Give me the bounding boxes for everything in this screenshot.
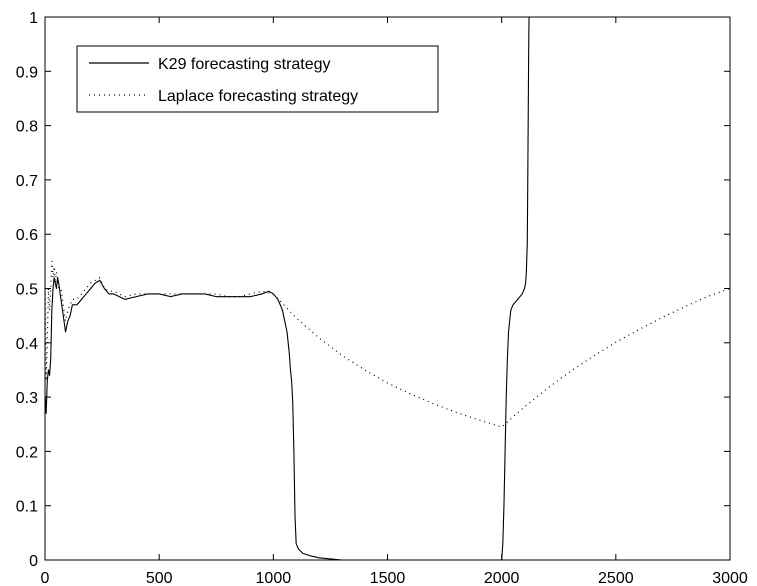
y-tick-label: 0.7 bbox=[16, 173, 38, 190]
x-tick-label: 500 bbox=[146, 570, 173, 586]
y-tick-label: 0.1 bbox=[16, 499, 38, 516]
legend-label-laplace: Laplace forecasting strategy bbox=[158, 88, 358, 105]
x-tick-label: 3000 bbox=[712, 570, 748, 586]
legend-label-k29: K29 forecasting strategy bbox=[158, 56, 331, 73]
y-tick-label: 0.4 bbox=[16, 336, 38, 353]
y-tick-label: 0.6 bbox=[16, 227, 38, 244]
x-tick-label: 1000 bbox=[256, 570, 292, 586]
y-tick-label: 1 bbox=[29, 10, 38, 27]
axis-ticks: 0 500 1000 1500 2000 2500 3000 0 0.1 0.2 0.3 0.4 0.5… bbox=[16, 10, 748, 586]
y-tick-label: 0.3 bbox=[16, 390, 38, 407]
series-layer bbox=[44, 16, 731, 561]
x-tick-label: 0 bbox=[41, 570, 50, 586]
y-tick-label: 0.8 bbox=[16, 119, 38, 136]
y-tick-label: 0 bbox=[29, 553, 38, 570]
legend-box bbox=[76, 45, 439, 113]
y-tick-label: 0.9 bbox=[16, 64, 38, 81]
x-tick-label: 1500 bbox=[370, 570, 406, 586]
series-k29-line bbox=[44, 16, 530, 561]
y-tick-label: 0.2 bbox=[16, 444, 38, 461]
y-tick-label: 0.5 bbox=[16, 282, 38, 299]
x-tick-label: 2500 bbox=[598, 570, 634, 586]
x-tick-label: 2000 bbox=[484, 570, 520, 586]
series-laplace-line bbox=[44, 260, 731, 428]
legend: K29 forecasting strategy Laplace forecas… bbox=[76, 45, 439, 113]
